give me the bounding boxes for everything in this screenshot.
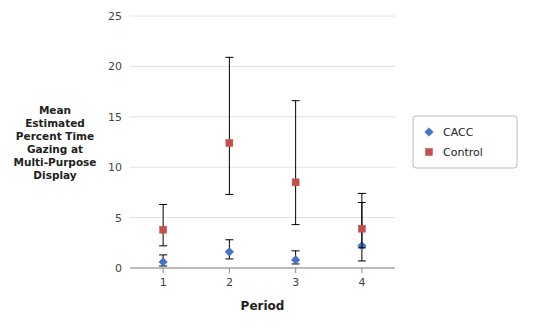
error-bar xyxy=(358,193,366,247)
y-tick-label: 5 xyxy=(115,212,122,225)
error-bar-cap-high xyxy=(225,57,233,58)
y-tick-label: 20 xyxy=(108,60,122,73)
chart-container: 0 5 10 15 20 25 1 2 3 4 Period MeanEstimatedPercent… xyxy=(0,0,541,331)
y-tick-label: 25 xyxy=(108,10,122,23)
error-bar-cap-low xyxy=(159,245,167,246)
error-bar-cap-high xyxy=(358,193,366,194)
error-bar-stem xyxy=(229,57,230,194)
x-axis-label: Period xyxy=(241,299,285,313)
x-tick xyxy=(229,268,230,273)
y-tick-label: 0 xyxy=(115,262,122,275)
legend-marker xyxy=(425,128,434,137)
point xyxy=(159,258,168,267)
grid-line xyxy=(130,116,395,117)
point xyxy=(358,225,365,232)
error-bar xyxy=(292,251,300,264)
x-tick-label: 2 xyxy=(226,276,233,289)
x-tick xyxy=(361,268,362,273)
error-bar-cap-low xyxy=(225,194,233,195)
error-bar-stem xyxy=(361,193,362,247)
y-axis-label: Display xyxy=(33,169,76,181)
error-bar-cap-high xyxy=(292,250,300,251)
legend-label: CACC xyxy=(443,126,474,139)
x-tick xyxy=(295,268,296,273)
error-bar-cap-high xyxy=(159,254,167,255)
legend-frame xyxy=(413,116,517,168)
grid-line xyxy=(130,268,395,269)
error-bar-cap-high xyxy=(159,204,167,205)
error-bar xyxy=(225,57,233,194)
series-1 xyxy=(159,57,366,248)
y-grid xyxy=(130,16,395,268)
grid-line xyxy=(130,16,395,17)
error-bar xyxy=(159,255,167,266)
y-axis-label: Percent Time xyxy=(16,130,94,142)
error-bar xyxy=(292,101,300,225)
grid-line xyxy=(130,167,395,168)
x-tick-label: 3 xyxy=(292,276,299,289)
error-bar xyxy=(225,240,233,259)
y-axis-label: Multi-Purpose xyxy=(14,156,97,168)
point xyxy=(291,256,300,265)
y-tick-label: 15 xyxy=(108,111,122,124)
grid-line xyxy=(130,66,395,67)
series-0 xyxy=(159,202,366,266)
legend-marker xyxy=(426,149,433,156)
error-bar-cap-low xyxy=(358,260,366,261)
point xyxy=(226,140,233,147)
y-axis-label: Gazing at xyxy=(27,143,83,155)
error-bar-stem xyxy=(163,204,164,245)
x-axis-line xyxy=(130,268,395,269)
y-tick-label: 10 xyxy=(108,161,122,174)
point xyxy=(225,248,234,257)
error-bar-stem xyxy=(295,101,296,225)
grid-line xyxy=(130,217,395,218)
y-axis-label: Estimated xyxy=(25,117,85,129)
y-axis-label: Mean xyxy=(39,104,71,116)
background xyxy=(0,0,541,331)
chart-svg: 0 5 10 15 20 25 1 2 3 4 Period MeanEstimatedPercent… xyxy=(0,0,541,331)
x-tick-label: 4 xyxy=(358,276,365,289)
error-bar-cap-high xyxy=(225,239,233,240)
plot-area xyxy=(159,57,366,266)
point xyxy=(160,226,167,233)
legend: CACC Control xyxy=(413,116,517,168)
point xyxy=(292,179,299,186)
x-tick xyxy=(163,268,164,273)
error-bar-cap-low xyxy=(292,224,300,225)
legend-label: Control xyxy=(443,146,483,159)
x-tick-label: 1 xyxy=(160,276,167,289)
error-bar xyxy=(159,204,167,245)
error-bar-cap-high xyxy=(292,100,300,101)
error-bar-cap-low xyxy=(225,258,233,259)
error-bar-cap-low xyxy=(358,247,366,248)
